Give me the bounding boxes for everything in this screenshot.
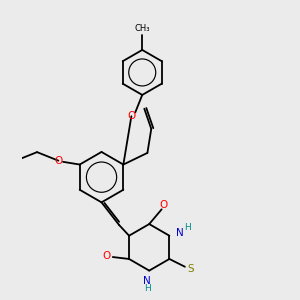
Text: O: O xyxy=(54,156,62,166)
Text: S: S xyxy=(188,264,194,274)
Text: O: O xyxy=(159,200,168,211)
Text: CH₃: CH₃ xyxy=(134,24,150,33)
Text: O: O xyxy=(127,111,136,121)
Text: H: H xyxy=(184,223,190,232)
Text: H: H xyxy=(144,284,151,293)
Text: O: O xyxy=(103,251,111,261)
Text: N: N xyxy=(176,228,184,238)
Text: N: N xyxy=(143,277,151,286)
